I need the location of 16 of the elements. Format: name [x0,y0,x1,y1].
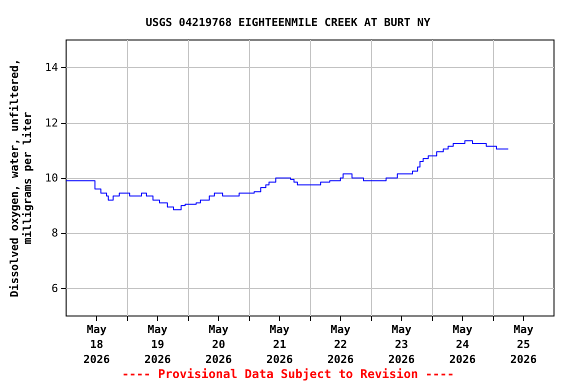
x-tick-label: May 21 2026 [266,323,294,366]
y-tick-label: 14 [44,61,59,74]
y-tick-label: 6 [52,282,58,295]
y-tick-label: 10 [44,172,58,184]
x-tick-label: May 23 2026 [388,323,416,366]
x-tick-label: May 22 2026 [327,323,354,366]
x-tick-label: May 19 2026 [144,323,172,366]
x-tick-label: May 24 2026 [449,323,476,366]
y-tick-label: 8 [52,226,58,240]
y-axis-title: Dissolved oxygen, water, unfiltered, milligrams per liter [8,58,34,298]
x-tick-label: May 20 2026 [205,323,232,366]
x-tick-label: May 25 2026 [510,323,538,366]
x-tick-label: May 18 2026 [83,323,110,366]
text: ---- Provisional Data Subject to Revision ---- [122,367,454,381]
y-tick-label: 12 [44,116,58,130]
chart-title: USGS 04219768 EIGHTEENMILE CREEK AT BURT NY [146,16,431,29]
